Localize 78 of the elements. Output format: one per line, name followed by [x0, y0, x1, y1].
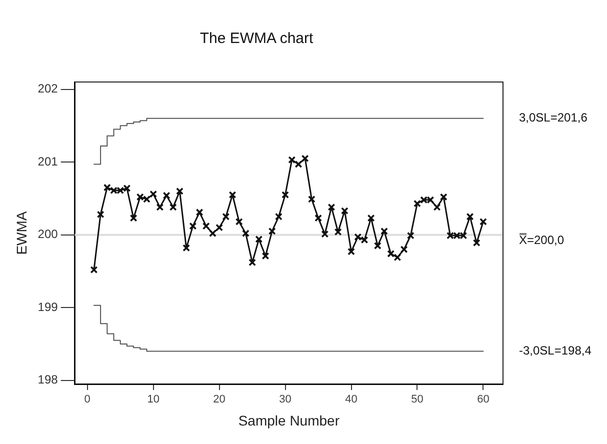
point	[420, 196, 428, 204]
point	[262, 252, 270, 260]
y-tick-label: 198	[38, 372, 58, 387]
point	[90, 266, 98, 274]
y-tick-label: 201	[38, 154, 58, 168]
point	[354, 233, 362, 241]
point	[440, 193, 448, 201]
point	[367, 214, 375, 222]
point	[426, 196, 434, 204]
x-tick-label: 0	[84, 394, 90, 406]
chart-title: The EWMA chart	[200, 30, 314, 48]
x-axis-title: Sample Number	[238, 412, 340, 428]
point	[156, 203, 164, 211]
ref-line-label: X̿=200,0	[518, 233, 564, 248]
point	[222, 212, 230, 220]
point	[301, 154, 309, 162]
point	[248, 258, 256, 266]
point	[348, 248, 355, 256]
point	[196, 208, 204, 216]
point	[282, 191, 290, 199]
point	[116, 186, 124, 194]
point	[150, 190, 158, 198]
y-axis-title: EWMA	[13, 210, 30, 255]
point	[374, 242, 382, 250]
point	[472, 239, 480, 247]
point	[189, 222, 197, 230]
x-tick-label: 60	[477, 394, 490, 406]
x-tick-label: 10	[147, 394, 160, 406]
x-tick-label: 50	[411, 394, 424, 406]
point	[360, 236, 368, 244]
point	[103, 184, 111, 192]
point	[466, 212, 474, 220]
point	[274, 212, 282, 220]
point	[394, 254, 402, 262]
point	[143, 195, 150, 203]
point	[328, 203, 336, 211]
point	[268, 227, 276, 235]
point	[162, 192, 170, 200]
y-tick-label: 199	[38, 300, 58, 314]
point	[414, 200, 421, 208]
y-tick-label: 202	[38, 82, 58, 96]
point	[216, 224, 224, 232]
point	[202, 222, 210, 230]
point	[96, 210, 104, 218]
point	[235, 218, 243, 226]
point	[406, 232, 414, 240]
point	[308, 195, 316, 203]
point	[288, 156, 296, 164]
point	[123, 184, 131, 192]
point	[433, 203, 441, 211]
point	[479, 218, 487, 226]
point	[400, 246, 408, 254]
point	[334, 228, 342, 236]
point	[446, 232, 454, 240]
point	[130, 214, 138, 222]
y-tick-label: 200	[38, 227, 58, 242]
text: 3,0SL=201,6	[519, 110, 588, 125]
point	[387, 250, 395, 258]
x-tick-label: 40	[345, 394, 358, 406]
point	[228, 191, 236, 199]
point	[321, 230, 329, 238]
x-tick-label: 30	[279, 394, 292, 406]
point	[169, 203, 177, 211]
point	[182, 244, 190, 252]
point	[136, 193, 144, 201]
x-tick-label: 20	[213, 394, 226, 406]
point	[453, 232, 461, 240]
point	[294, 160, 302, 168]
point	[314, 214, 322, 222]
point	[340, 207, 348, 215]
point	[255, 235, 263, 243]
point	[208, 230, 216, 238]
point	[176, 187, 184, 195]
point	[460, 232, 468, 240]
point	[110, 186, 118, 194]
point	[242, 230, 250, 238]
text: -3,0SL=198,4	[519, 344, 592, 358]
point	[380, 227, 388, 235]
